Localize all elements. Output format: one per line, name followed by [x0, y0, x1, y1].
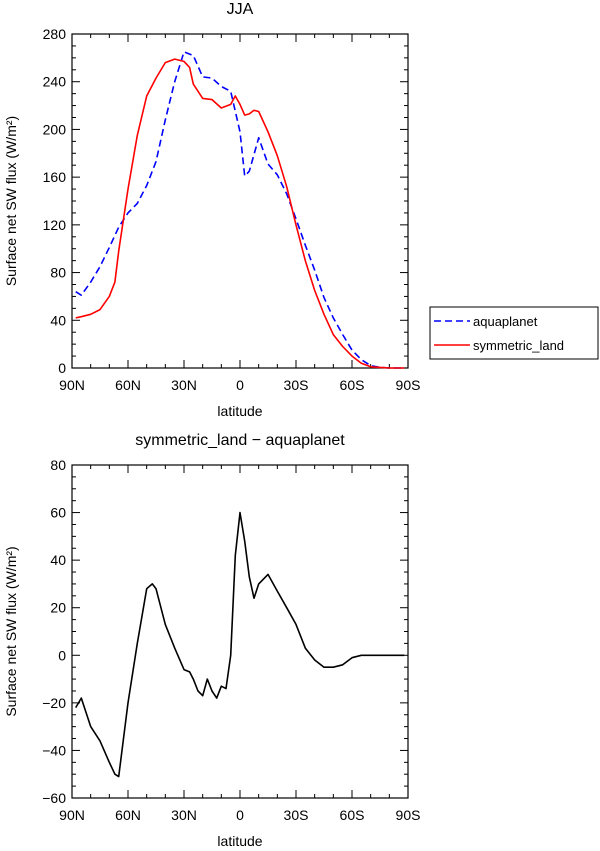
y-tick-label: −20: [42, 695, 66, 711]
legend-box: [429, 306, 599, 360]
x-tick-label: 30N: [171, 377, 197, 393]
legend-label-symmetric_land: symmetric_land: [473, 338, 564, 353]
x-axis-label: latitude: [217, 403, 262, 419]
y-tick-label: 40: [50, 312, 66, 328]
series-line-aquaplanet: [75, 51, 405, 369]
x-tick-label: 30S: [284, 377, 309, 393]
bottom-panel: 90N 60N 30N 0 30S 60S 90S −60 −40 −20 0 20 40 60 80 sym…: [3, 432, 420, 849]
y-tick-label: 120: [43, 217, 67, 233]
x-tick-label: 90N: [59, 807, 85, 823]
y-axis-label: Surface net SW flux (W/m²): [3, 116, 19, 286]
series-line-symmetric_land: [75, 58, 405, 369]
x-tick-label: 30S: [284, 807, 309, 823]
y-tick-label: 60: [50, 505, 66, 521]
y-tick-label: 280: [43, 26, 67, 42]
x-tick-label: 90N: [59, 377, 85, 393]
x-tick-label: 90S: [396, 807, 421, 823]
plot-frame: [71, 33, 409, 369]
chart-title: symmetric_land − aquaplanet: [135, 432, 345, 449]
x-tick-label: 0: [236, 377, 244, 393]
y-tick-label: −60: [42, 790, 66, 806]
legend: aquaplanet symmetric_land: [429, 306, 599, 360]
y-tick-label: 0: [58, 360, 66, 376]
x-tick-label: 90S: [396, 377, 421, 393]
x-tick-label: 60N: [115, 807, 141, 823]
x-axis-label: latitude: [217, 833, 262, 849]
top-panel: 90N 60N 30N 0 30S 60S 90S 0 40 80 120 160 200 240 280 J…: [3, 1, 420, 419]
x-tick-label: 60N: [115, 377, 141, 393]
chart-title: JJA: [227, 1, 254, 18]
x-tick-label: 30N: [171, 807, 197, 823]
y-tick-label: 20: [50, 600, 66, 616]
y-tick-label: 80: [50, 457, 66, 473]
series-line-series-0: [75, 511, 405, 778]
x-tick-label: 60S: [340, 377, 365, 393]
x-tick-label: 0: [236, 807, 244, 823]
legend-label-aquaplanet: aquaplanet: [473, 314, 538, 329]
y-axis-label: Surface net SW flux (W/m²): [3, 546, 19, 716]
y-tick-label: 80: [50, 265, 66, 281]
y-tick-label: 160: [43, 169, 67, 185]
y-tick-label: 40: [50, 552, 66, 568]
x-tick-label: 60S: [340, 807, 365, 823]
y-tick-label: 240: [43, 74, 67, 90]
y-tick-label: 200: [43, 121, 67, 137]
y-tick-label: 0: [58, 647, 66, 663]
y-tick-label: −40: [42, 742, 66, 758]
